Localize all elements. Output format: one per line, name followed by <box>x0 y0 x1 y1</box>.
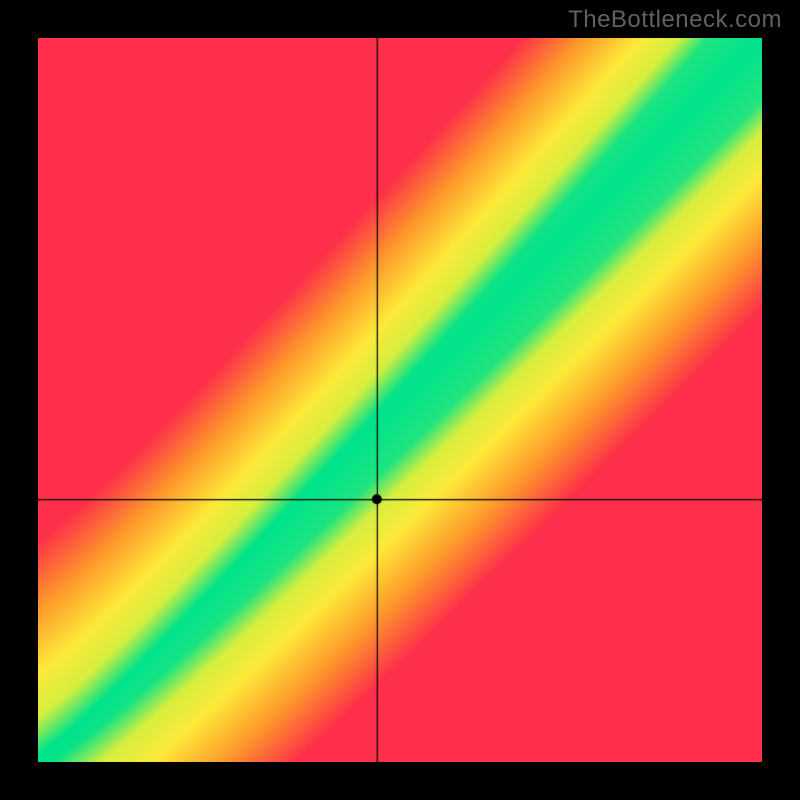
heatmap-plot <box>38 38 762 762</box>
watermark-text: TheBottleneck.com <box>568 6 782 34</box>
heatmap-canvas <box>38 38 762 762</box>
figure-frame: TheBottleneck.com <box>0 0 800 800</box>
